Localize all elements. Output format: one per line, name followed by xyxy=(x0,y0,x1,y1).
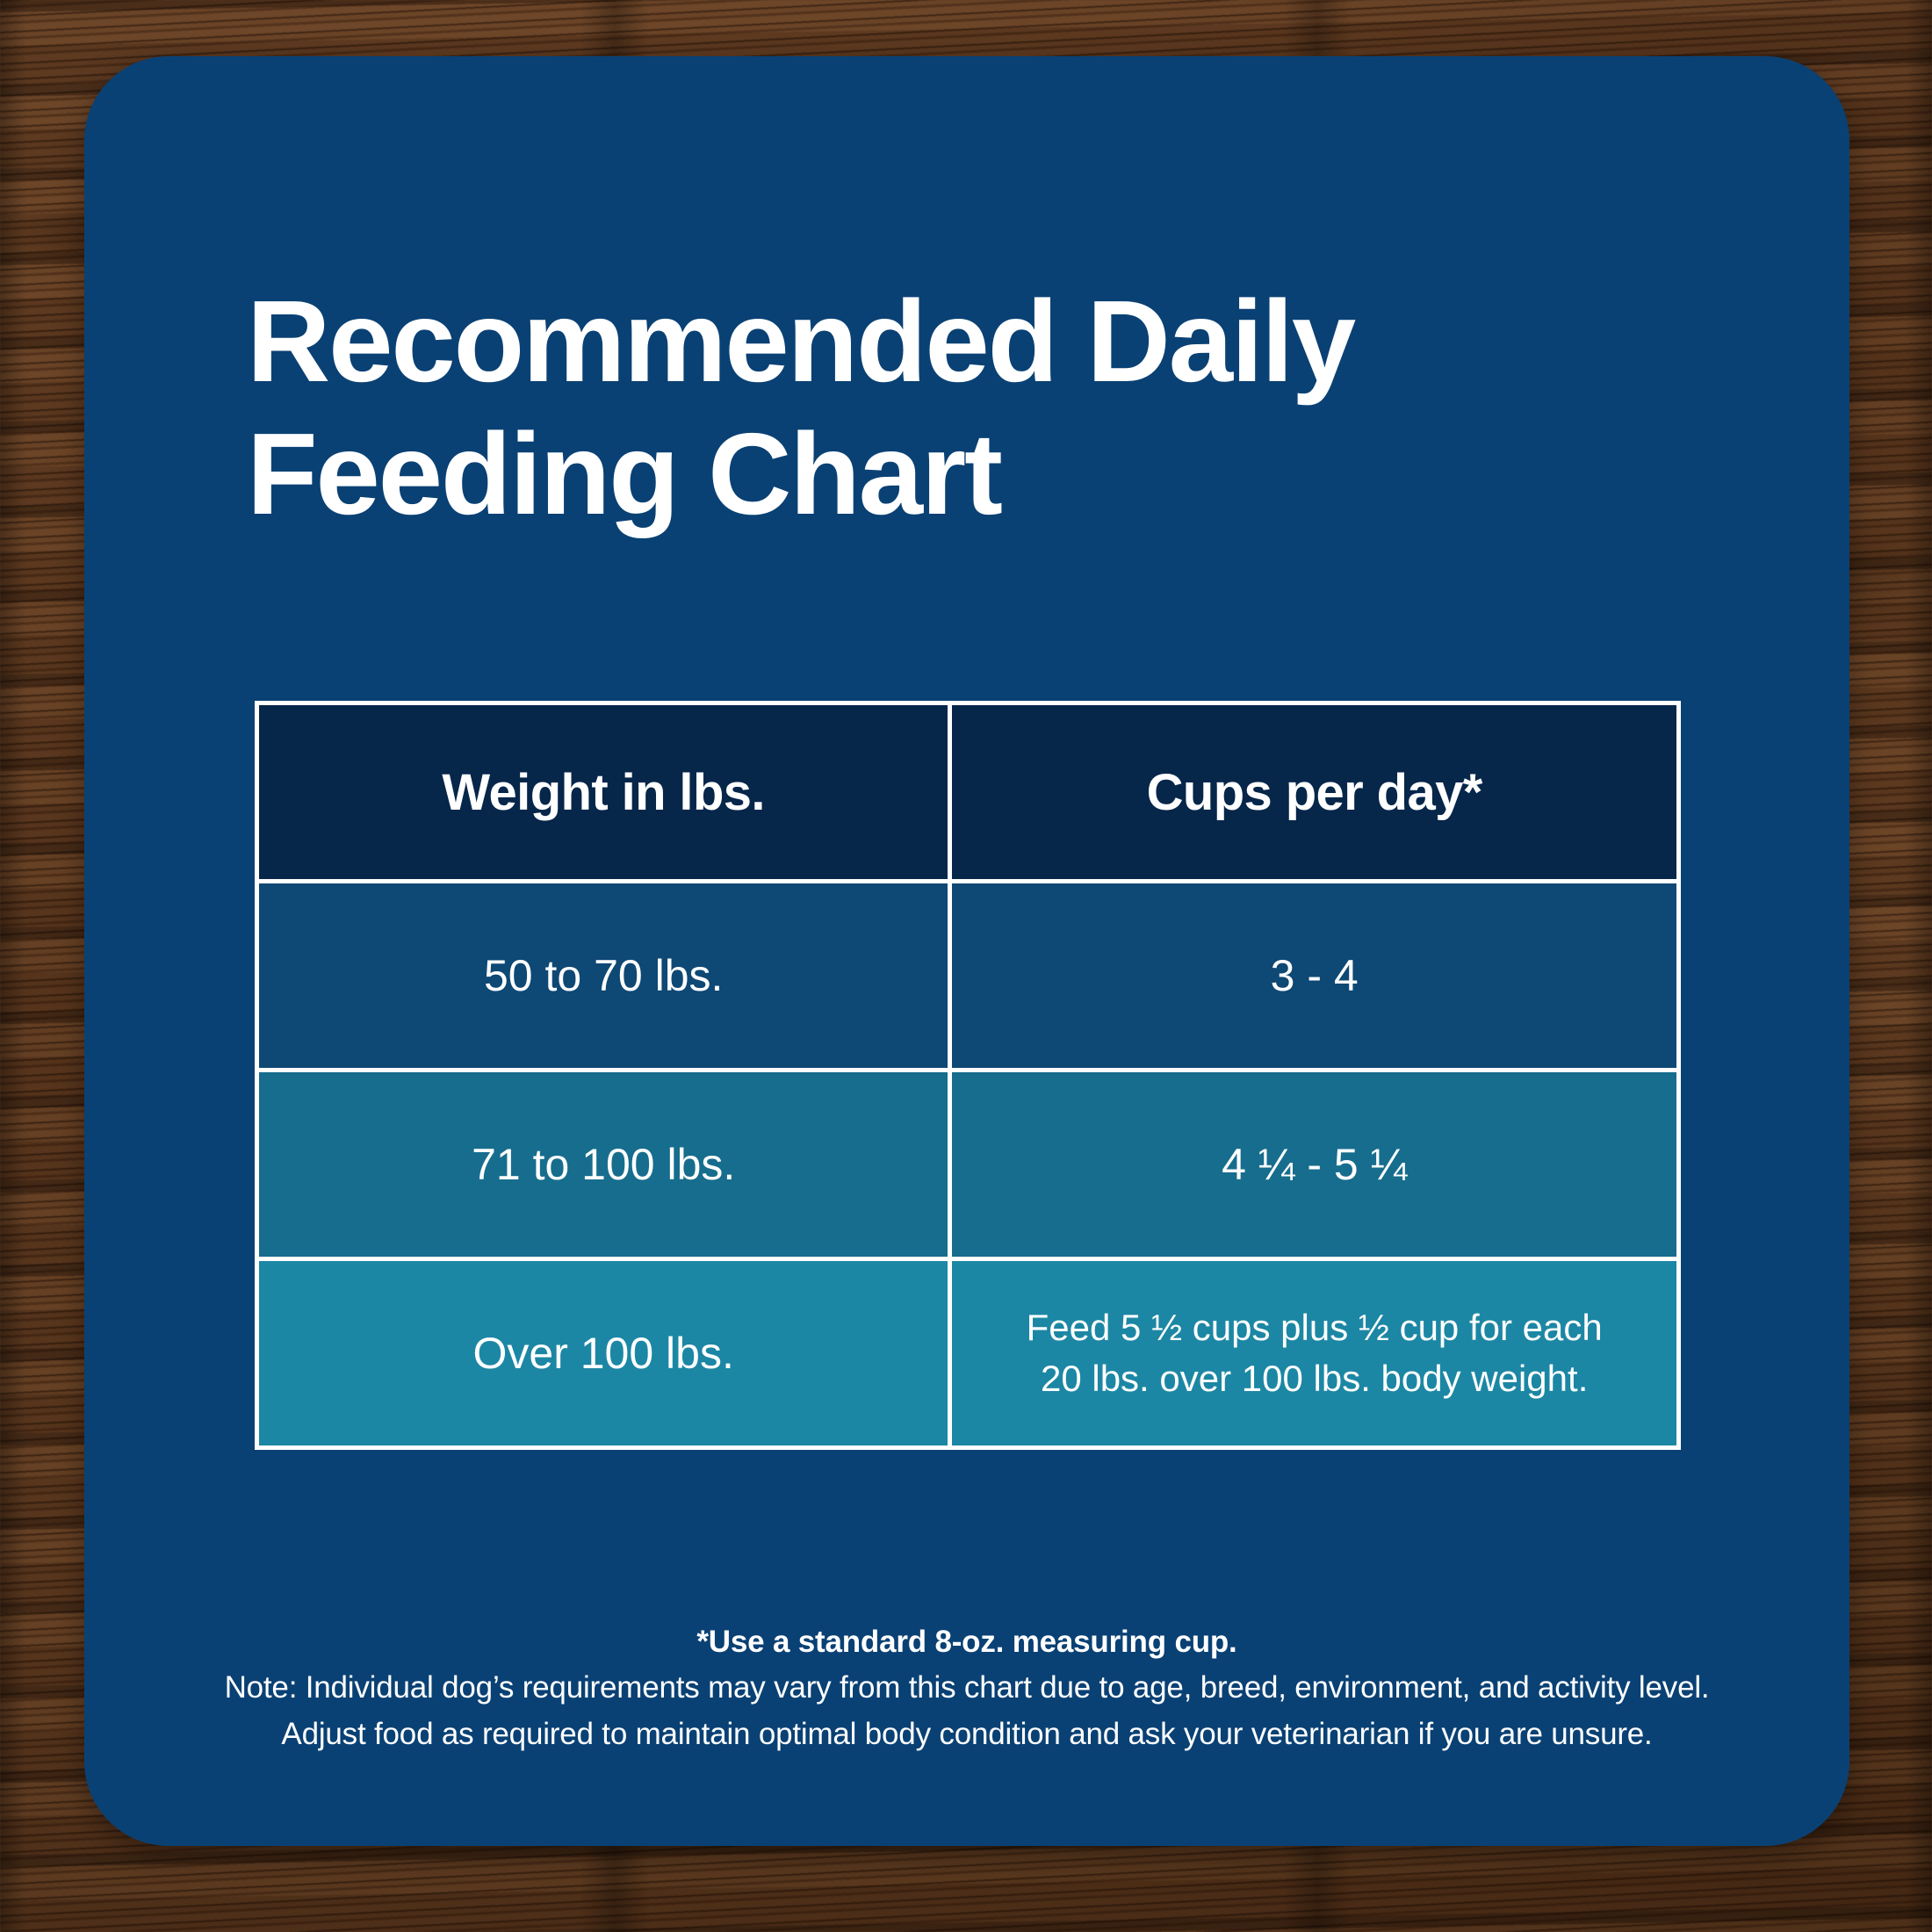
row-3-cups-line-2: 20 lbs. over 100 lbs. body weight. xyxy=(1040,1358,1589,1399)
page-title-line-1: Recommended Daily xyxy=(247,277,1356,407)
table-row: 71 to 100 lbs. 4 ¼ - 5 ¼ xyxy=(259,1068,1676,1257)
page-title: Recommended Daily Feeding Chart xyxy=(247,276,1705,540)
page-title-line-2: Feeding Chart xyxy=(247,408,1003,538)
footnote-note-line-1: Note: Individual dog’s requirements may … xyxy=(224,1670,1710,1705)
table-header-weight: Weight in lbs. xyxy=(259,705,948,879)
table-header-row: Weight in lbs. Cups per day* xyxy=(259,705,1676,879)
row-1-weight: 50 to 70 lbs. xyxy=(259,883,948,1068)
row-2-cups: 4 ¼ - 5 ¼ xyxy=(948,1072,1676,1257)
table-row: 50 to 70 lbs. 3 - 4 xyxy=(259,879,1676,1068)
row-3-cups: Feed 5 ½ cups plus ½ cup for each 20 lbs… xyxy=(948,1261,1676,1445)
table-row: Over 100 lbs. Feed 5 ½ cups plus ½ cup f… xyxy=(259,1257,1676,1445)
row-1-cups: 3 - 4 xyxy=(948,883,1676,1068)
row-3-weight: Over 100 lbs. xyxy=(259,1261,948,1445)
footnote-note-line-2: Adjust food as required to maintain opti… xyxy=(281,1717,1653,1752)
feeding-table: Weight in lbs. Cups per day* 50 to 70 lb… xyxy=(255,701,1681,1450)
footnote-measuring-cup: *Use a standard 8-oz. measuring cup. xyxy=(696,1625,1237,1659)
table-header-cups: Cups per day* xyxy=(948,705,1676,879)
row-2-weight: 71 to 100 lbs. xyxy=(259,1072,948,1257)
footnotes: *Use a standard 8-oz. measuring cup. Not… xyxy=(119,1619,1814,1757)
feeding-chart-card: Recommended Daily Feeding Chart Weight i… xyxy=(84,56,1849,1846)
row-3-cups-line-1: Feed 5 ½ cups plus ½ cup for each xyxy=(1026,1307,1603,1349)
